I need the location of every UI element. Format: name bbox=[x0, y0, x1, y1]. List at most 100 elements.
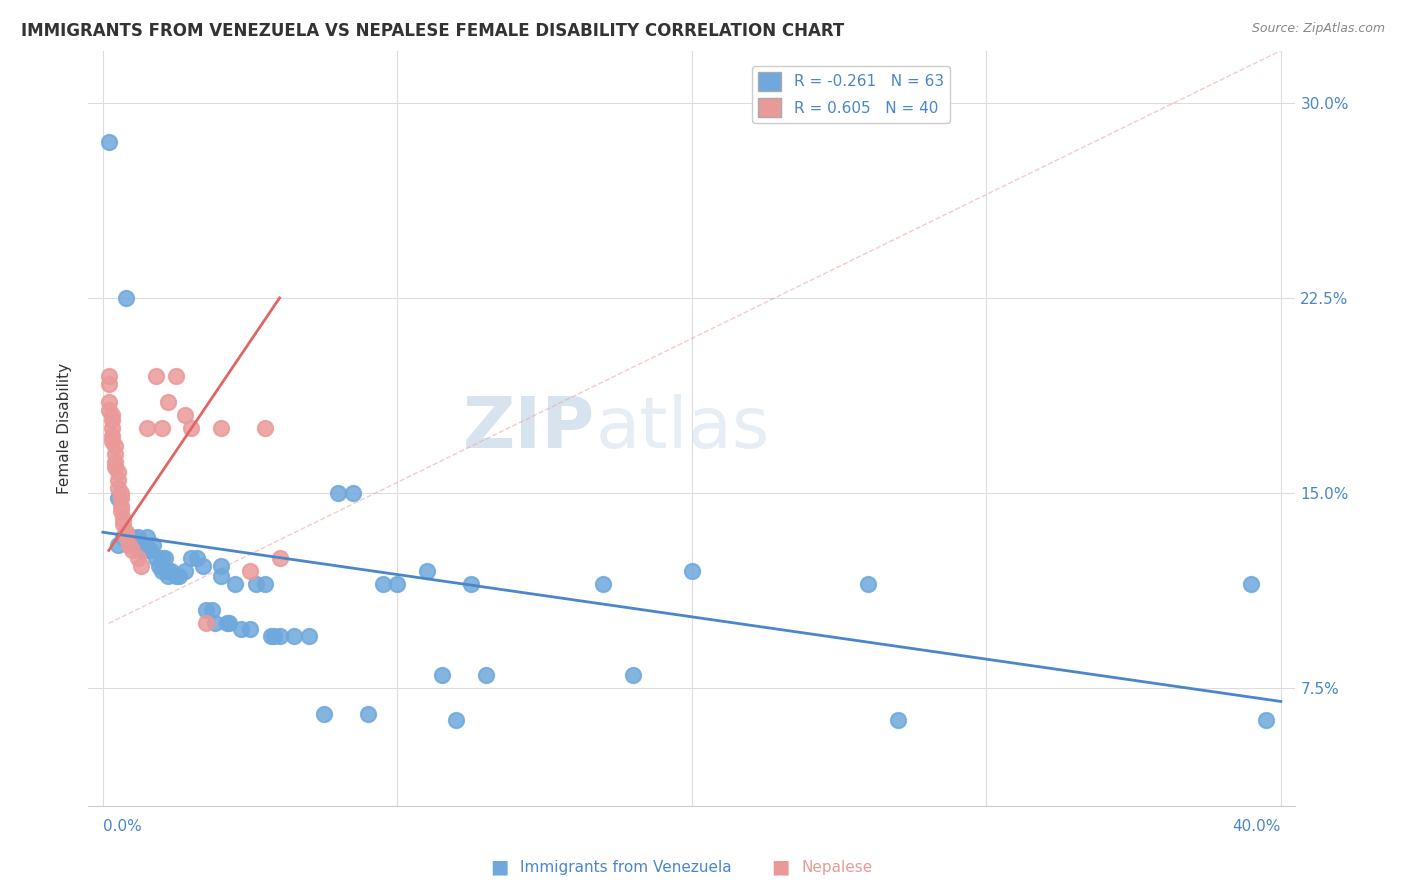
Point bbox=[145, 551, 167, 566]
Point bbox=[474, 668, 496, 682]
Point bbox=[186, 551, 208, 566]
Point bbox=[194, 603, 217, 617]
Point bbox=[260, 629, 283, 643]
Point bbox=[107, 491, 129, 506]
Point bbox=[129, 559, 152, 574]
Point bbox=[148, 559, 170, 574]
Point bbox=[142, 538, 165, 552]
Point bbox=[245, 577, 267, 591]
Point bbox=[269, 551, 291, 566]
Point bbox=[156, 395, 179, 409]
Point bbox=[104, 455, 127, 469]
Point bbox=[180, 421, 202, 435]
Point bbox=[156, 569, 179, 583]
Point bbox=[328, 486, 350, 500]
Point bbox=[121, 543, 143, 558]
Point bbox=[357, 707, 380, 722]
Point bbox=[194, 616, 217, 631]
Point bbox=[100, 421, 122, 435]
Point bbox=[204, 616, 226, 631]
Point bbox=[129, 538, 152, 552]
Point bbox=[169, 569, 191, 583]
Point bbox=[887, 713, 910, 727]
Point bbox=[371, 577, 394, 591]
Point bbox=[592, 577, 614, 591]
Point bbox=[283, 629, 305, 643]
Point bbox=[136, 543, 159, 558]
Point bbox=[269, 629, 291, 643]
Point bbox=[263, 629, 285, 643]
Point bbox=[112, 531, 135, 545]
Text: atlas: atlas bbox=[595, 393, 769, 463]
Point bbox=[110, 504, 132, 518]
Point bbox=[150, 421, 173, 435]
Text: ■: ■ bbox=[489, 857, 509, 877]
Y-axis label: Female Disability: Female Disability bbox=[58, 362, 72, 493]
Point bbox=[174, 408, 197, 422]
Point bbox=[218, 616, 240, 631]
Point bbox=[129, 543, 152, 558]
Text: Source: ZipAtlas.com: Source: ZipAtlas.com bbox=[1251, 22, 1385, 36]
Point bbox=[121, 531, 143, 545]
Point bbox=[110, 491, 132, 506]
Point bbox=[209, 421, 232, 435]
Point bbox=[110, 499, 132, 513]
Point bbox=[107, 481, 129, 495]
Point bbox=[100, 413, 122, 427]
Point bbox=[118, 538, 141, 552]
Point bbox=[127, 531, 149, 545]
Text: Immigrants from Venezuela: Immigrants from Venezuela bbox=[520, 860, 733, 874]
Point bbox=[112, 512, 135, 526]
Point bbox=[621, 668, 644, 682]
Point bbox=[107, 473, 129, 487]
Text: 0.0%: 0.0% bbox=[103, 819, 142, 833]
Point bbox=[191, 559, 214, 574]
Point bbox=[107, 538, 129, 552]
Point bbox=[215, 616, 238, 631]
Point bbox=[153, 551, 176, 566]
Point bbox=[201, 603, 224, 617]
Point bbox=[139, 543, 162, 558]
Point bbox=[100, 434, 122, 449]
Point bbox=[110, 486, 132, 500]
Point bbox=[444, 713, 467, 727]
Point bbox=[100, 429, 122, 443]
Point bbox=[112, 517, 135, 532]
Point bbox=[460, 577, 482, 591]
Point bbox=[159, 564, 181, 578]
Text: Nepalese: Nepalese bbox=[801, 860, 873, 874]
Point bbox=[136, 421, 159, 435]
Point bbox=[104, 460, 127, 475]
Text: ■: ■ bbox=[770, 857, 790, 877]
Point bbox=[224, 577, 246, 591]
Point bbox=[1254, 713, 1277, 727]
Point bbox=[342, 486, 364, 500]
Point bbox=[97, 369, 120, 384]
Point bbox=[150, 551, 173, 566]
Point bbox=[209, 559, 232, 574]
Point bbox=[253, 577, 276, 591]
Point bbox=[231, 622, 253, 636]
Point bbox=[107, 466, 129, 480]
Point bbox=[121, 538, 143, 552]
Point bbox=[115, 525, 138, 540]
Text: IMMIGRANTS FROM VENEZUELA VS NEPALESE FEMALE DISABILITY CORRELATION CHART: IMMIGRANTS FROM VENEZUELA VS NEPALESE FE… bbox=[21, 22, 845, 40]
Legend: R = -0.261   N = 63, R = 0.605   N = 40: R = -0.261 N = 63, R = 0.605 N = 40 bbox=[752, 66, 950, 123]
Point bbox=[127, 551, 149, 566]
Point bbox=[180, 551, 202, 566]
Point bbox=[97, 376, 120, 391]
Point bbox=[97, 403, 120, 417]
Point bbox=[858, 577, 880, 591]
Point bbox=[174, 564, 197, 578]
Text: ZIP: ZIP bbox=[463, 393, 595, 463]
Point bbox=[239, 564, 262, 578]
Point bbox=[416, 564, 439, 578]
Point bbox=[298, 629, 321, 643]
Point bbox=[136, 531, 159, 545]
Point bbox=[166, 369, 188, 384]
Point bbox=[150, 564, 173, 578]
Point bbox=[166, 569, 188, 583]
Point bbox=[156, 564, 179, 578]
Point bbox=[430, 668, 453, 682]
Point bbox=[209, 569, 232, 583]
